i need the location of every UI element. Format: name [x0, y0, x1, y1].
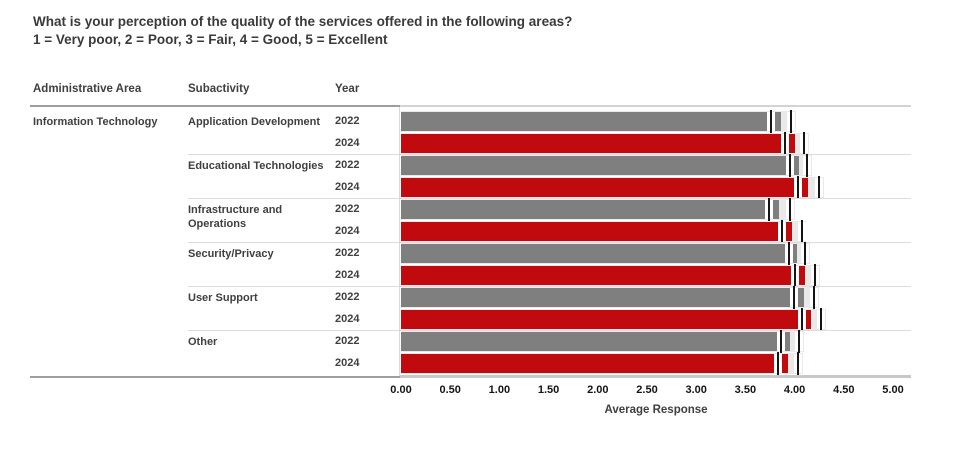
pane-left-border [399, 107, 400, 376]
axis-line [400, 375, 911, 378]
bar-application-development-2024[interactable] [401, 134, 795, 153]
bar-user-support-2022[interactable] [401, 288, 805, 307]
subactivity-label: Security/Privacy [188, 248, 274, 260]
admin-area-label: Information Technology [33, 116, 158, 128]
marker-high-tick [803, 132, 806, 155]
table-bottom-rule-left [30, 376, 400, 378]
x-tick-label: 5.00 [882, 384, 904, 396]
x-tick-label: 2.50 [636, 384, 658, 396]
x-tick-label: 3.50 [734, 384, 757, 396]
bar-other-2024[interactable] [401, 354, 788, 373]
group-separator [188, 242, 911, 243]
marker-low-tick [787, 242, 790, 265]
subactivity-label: Infrastructure and Operations [188, 204, 283, 230]
bar-educational-technologies-2022[interactable] [401, 156, 799, 175]
year-label: 2022 [335, 203, 360, 215]
x-tick-label: 0.50 [439, 384, 461, 396]
marker-high-tick [806, 154, 809, 177]
marker-low-tick [783, 132, 786, 155]
x-tick-label: 1.50 [537, 384, 560, 396]
chart-title: What is your perception of the quality o… [33, 14, 573, 29]
marker-low-tick [780, 220, 783, 243]
marker-high-tick [804, 242, 807, 265]
subactivity-label: Application Development [188, 116, 321, 128]
year-label: 2022 [335, 247, 360, 259]
marker-high-tick [800, 220, 803, 243]
marker-low-tick [793, 264, 796, 287]
marker-low-tick [796, 176, 799, 199]
group-separator [188, 330, 911, 331]
column-header-subactivity: Subactivity [188, 83, 250, 95]
year-label: 2024 [335, 225, 360, 237]
x-tick-label: 2.00 [587, 384, 609, 396]
bar-application-development-2022[interactable] [401, 112, 781, 131]
year-label: 2024 [335, 181, 360, 193]
year-label: 2022 [335, 159, 360, 171]
bar-other-2022[interactable] [401, 332, 790, 351]
subactivity-label: Other [188, 336, 218, 348]
marker-low-tick [792, 286, 795, 309]
marker-high-tick [818, 176, 821, 199]
marker-high-tick [813, 286, 816, 309]
bar-user-support-2024[interactable] [401, 310, 812, 329]
column-header-administrative-area: Administrative Area [33, 83, 142, 95]
year-label: 2024 [335, 313, 360, 325]
marker-high-tick [796, 352, 799, 375]
year-label: 2024 [335, 357, 360, 369]
marker-high-tick [797, 330, 800, 353]
x-tick-label: 3.00 [685, 384, 707, 396]
header-rule-pane [400, 105, 911, 107]
group-separator [188, 286, 911, 287]
bar-security-privacy-2024[interactable] [401, 266, 806, 285]
marker-low-tick [768, 198, 770, 221]
marker-low-tick [800, 308, 803, 331]
bar-security-privacy-2022[interactable] [401, 244, 797, 263]
subactivity-label: Educational Technologies [188, 160, 324, 172]
marker-low-tick [779, 330, 782, 353]
marker-low-tick [788, 154, 791, 177]
marker-low-tick [770, 110, 772, 133]
bar-educational-technologies-2024[interactable] [401, 178, 809, 197]
year-label: 2022 [335, 115, 360, 127]
marker-high-tick [814, 264, 817, 287]
group-separator [188, 198, 911, 199]
x-tick-label: 0.00 [390, 384, 412, 396]
x-tick-label: 1.00 [488, 384, 511, 396]
marker-low-tick [776, 352, 779, 375]
year-label: 2024 [335, 137, 360, 149]
header-rule-left [30, 105, 400, 107]
year-label: 2024 [335, 269, 360, 281]
subactivity-label: User Support [188, 292, 258, 304]
year-label: 2022 [335, 291, 360, 303]
year-label: 2022 [335, 335, 360, 347]
chart-scale-legend: 1 = Very poor, 2 = Poor, 3 = Fair, 4 = G… [33, 32, 388, 47]
bar-infrastructure-and-operations-2024[interactable] [401, 222, 792, 241]
marker-high-tick [820, 308, 823, 331]
axis-title: Average Response [604, 404, 708, 416]
group-separator [188, 154, 911, 155]
x-tick-label: 4.50 [833, 384, 855, 396]
column-header-year: Year [335, 83, 360, 95]
marker-high-tick [789, 110, 792, 133]
marker-high-tick [788, 198, 791, 221]
x-tick-label: 4.00 [783, 384, 806, 396]
bar-infrastructure-and-operations-2022[interactable] [401, 200, 779, 219]
